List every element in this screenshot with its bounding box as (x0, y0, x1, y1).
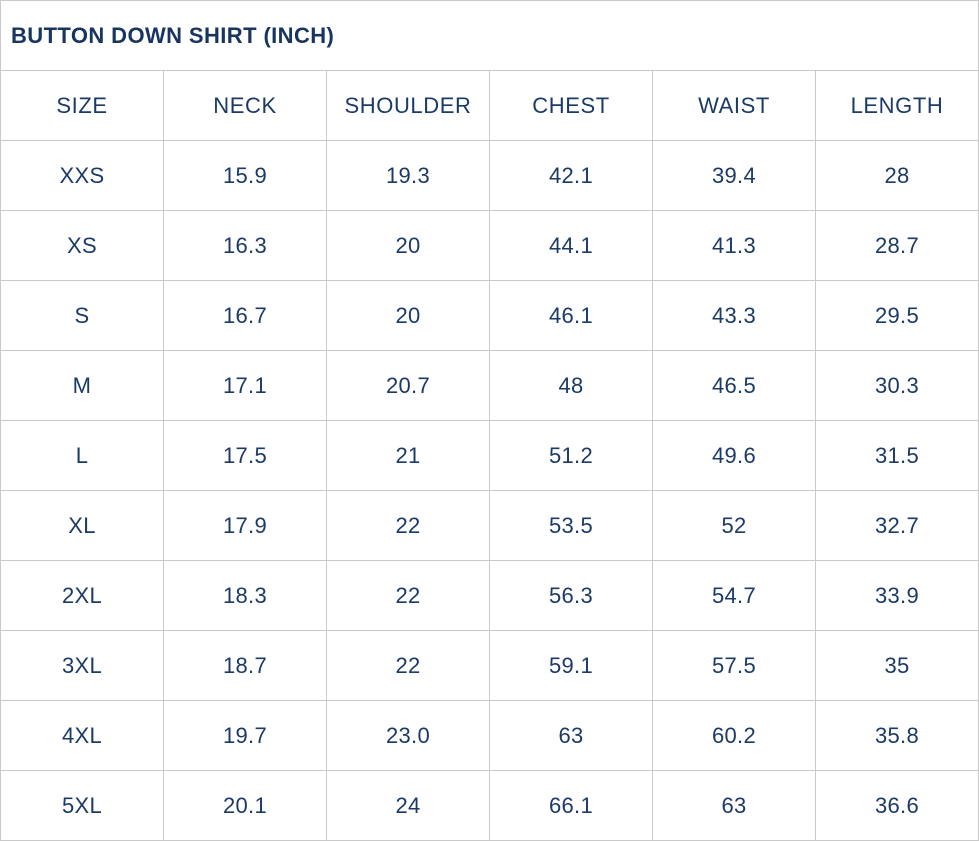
shoulder-cell: 21 (326, 420, 490, 491)
table-row-s: S 16.7 20 46.1 43.3 29.5 (0, 280, 979, 351)
table-row-2xl: 2XL 18.3 22 56.3 54.7 33.9 (0, 560, 979, 631)
length-cell: 32.7 (815, 490, 979, 561)
length-cell: 29.5 (815, 280, 979, 351)
waist-cell: 46.5 (652, 350, 816, 421)
table-row-3xl: 3XL 18.7 22 59.1 57.5 35 (0, 630, 979, 701)
table-row-xxs: XXS 15.9 19.3 42.1 39.4 28 (0, 140, 979, 211)
neck-cell: 20.1 (163, 770, 327, 841)
neck-cell: 15.9 (163, 140, 327, 211)
chest-cell: 53.5 (489, 490, 653, 561)
size-cell: 2XL (0, 560, 164, 631)
column-header-waist: WAIST (652, 70, 816, 141)
length-cell: 31.5 (815, 420, 979, 491)
size-table: SIZE NECK SHOULDER CHEST WAIST LENGTH XX… (0, 70, 979, 841)
neck-cell: 16.3 (163, 210, 327, 281)
shoulder-cell: 20 (326, 210, 490, 281)
waist-cell: 60.2 (652, 700, 816, 771)
table-row-5xl: 5XL 20.1 24 66.1 63 36.6 (0, 770, 979, 841)
neck-cell: 17.9 (163, 490, 327, 561)
shoulder-cell: 23.0 (326, 700, 490, 771)
length-cell: 30.3 (815, 350, 979, 421)
shoulder-cell: 20.7 (326, 350, 490, 421)
neck-cell: 17.5 (163, 420, 327, 491)
size-cell: 5XL (0, 770, 164, 841)
size-cell: M (0, 350, 164, 421)
waist-cell: 49.6 (652, 420, 816, 491)
shoulder-cell: 22 (326, 560, 490, 631)
shoulder-cell: 22 (326, 490, 490, 561)
neck-cell: 18.3 (163, 560, 327, 631)
column-header-shoulder: SHOULDER (326, 70, 490, 141)
waist-cell: 57.5 (652, 630, 816, 701)
chest-cell: 51.2 (489, 420, 653, 491)
neck-cell: 18.7 (163, 630, 327, 701)
neck-cell: 19.7 (163, 700, 327, 771)
waist-cell: 43.3 (652, 280, 816, 351)
length-cell: 28 (815, 140, 979, 211)
neck-cell: 16.7 (163, 280, 327, 351)
column-header-size: SIZE (0, 70, 164, 141)
chest-cell: 63 (489, 700, 653, 771)
chest-cell: 44.1 (489, 210, 653, 281)
length-cell: 35.8 (815, 700, 979, 771)
chest-cell: 48 (489, 350, 653, 421)
size-chart-title-bar: BUTTON DOWN SHIRT (INCH) (0, 0, 979, 70)
page-title: BUTTON DOWN SHIRT (INCH) (11, 22, 335, 48)
column-header-chest: CHEST (489, 70, 653, 141)
table-row-m: M 17.1 20.7 48 46.5 30.3 (0, 350, 979, 421)
waist-cell: 39.4 (652, 140, 816, 211)
chest-cell: 66.1 (489, 770, 653, 841)
chest-cell: 56.3 (489, 560, 653, 631)
size-cell: XXS (0, 140, 164, 211)
shoulder-cell: 22 (326, 630, 490, 701)
column-header-neck: NECK (163, 70, 327, 141)
header-row: SIZE NECK SHOULDER CHEST WAIST LENGTH (0, 70, 979, 141)
size-cell: S (0, 280, 164, 351)
waist-cell: 54.7 (652, 560, 816, 631)
waist-cell: 41.3 (652, 210, 816, 281)
column-header-length: LENGTH (815, 70, 979, 141)
shoulder-cell: 20 (326, 280, 490, 351)
chest-cell: 46.1 (489, 280, 653, 351)
size-cell: XL (0, 490, 164, 561)
waist-cell: 63 (652, 770, 816, 841)
chest-cell: 42.1 (489, 140, 653, 211)
table-row-l: L 17.5 21 51.2 49.6 31.5 (0, 420, 979, 491)
chest-cell: 59.1 (489, 630, 653, 701)
waist-cell: 52 (652, 490, 816, 561)
shoulder-cell: 24 (326, 770, 490, 841)
table-row-xs: XS 16.3 20 44.1 41.3 28.7 (0, 210, 979, 281)
table-row-xl: XL 17.9 22 53.5 52 32.7 (0, 490, 979, 561)
length-cell: 28.7 (815, 210, 979, 281)
size-cell: XS (0, 210, 164, 281)
length-cell: 33.9 (815, 560, 979, 631)
shoulder-cell: 19.3 (326, 140, 490, 211)
length-cell: 36.6 (815, 770, 979, 841)
size-cell: 4XL (0, 700, 164, 771)
size-cell: 3XL (0, 630, 164, 701)
size-cell: L (0, 420, 164, 491)
table-row-4xl: 4XL 19.7 23.0 63 60.2 35.8 (0, 700, 979, 771)
neck-cell: 17.1 (163, 350, 327, 421)
length-cell: 35 (815, 630, 979, 701)
